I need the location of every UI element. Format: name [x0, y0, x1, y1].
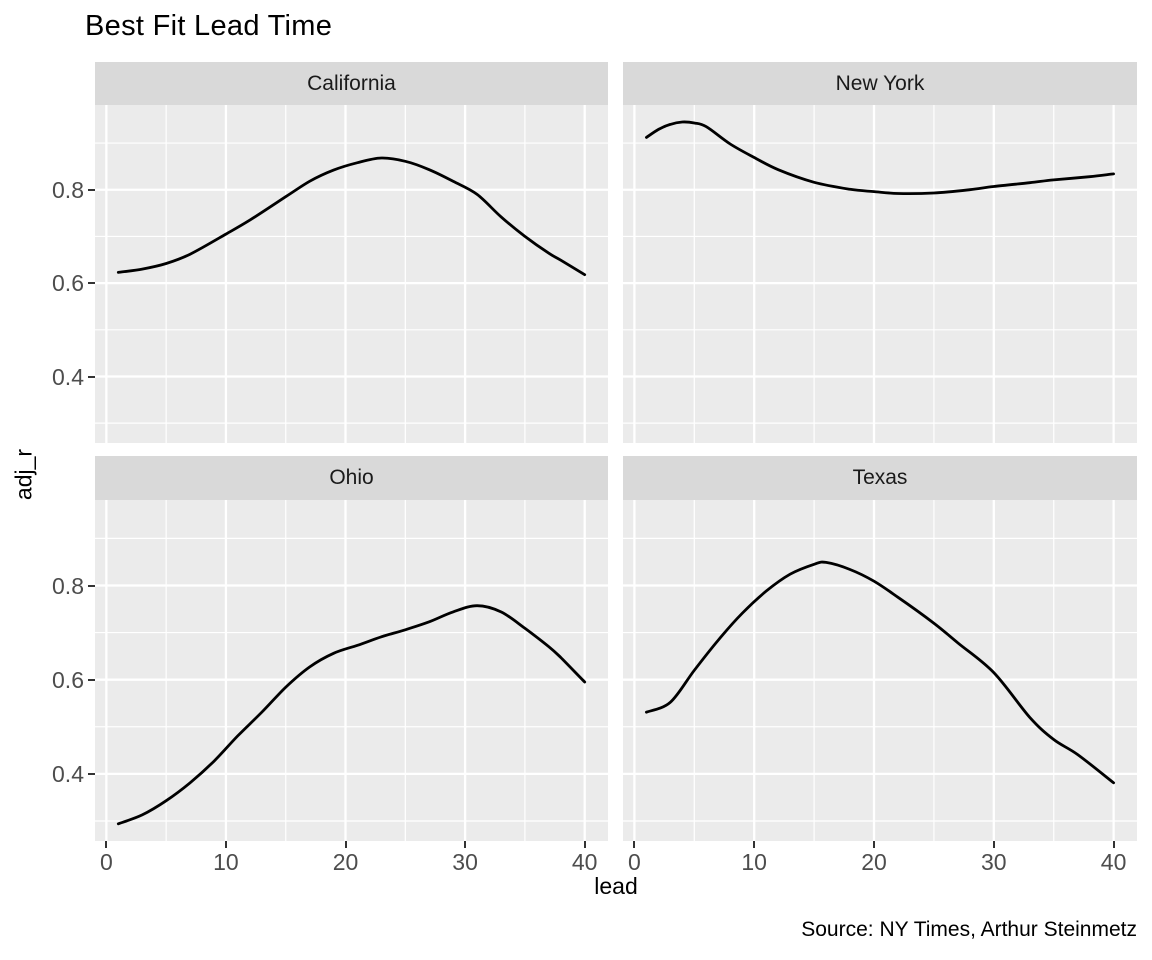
- facet-strip-ohio: Ohio: [95, 456, 608, 500]
- x-tick-label: 0: [627, 849, 641, 875]
- x-tick-label: 30: [452, 849, 478, 875]
- x-tick-mark: [224, 841, 227, 848]
- y-tick-label: 0.8: [52, 572, 84, 599]
- y-tick-mark: [88, 375, 95, 378]
- y-tick-label: 0.8: [52, 176, 84, 203]
- source-caption: Source: NY Times, Arthur Steinmetz: [801, 918, 1137, 941]
- x-tick-label: 40: [1100, 849, 1127, 875]
- y-tick-mark: [88, 584, 95, 587]
- x-tick-label: 0: [99, 849, 113, 875]
- y-tick-mark: [88, 678, 95, 681]
- chart-title: Best Fit Lead Time: [85, 10, 333, 42]
- x-tick-mark: [583, 841, 586, 848]
- x-tick-mark: [344, 841, 347, 848]
- y-axis-title: adj_r: [10, 448, 37, 501]
- y-tick-mark: [88, 282, 95, 285]
- best-fit-curve: [645, 560, 1115, 785]
- facet-strip-texas: Texas: [623, 456, 1137, 500]
- y-tick-label: 0.6: [52, 666, 84, 693]
- facet-strip-new-york: New York: [623, 62, 1137, 105]
- x-tick-mark: [633, 841, 636, 848]
- x-tick-label: 30: [981, 849, 1007, 875]
- y-tick-mark: [88, 188, 95, 191]
- x-tick-label: 20: [861, 849, 887, 875]
- best-fit-curve: [116, 604, 587, 826]
- y-tick-label: 0.6: [52, 270, 84, 297]
- facet-strip-california: California: [95, 62, 608, 105]
- x-tick-mark: [753, 841, 756, 848]
- y-tick-mark: [88, 772, 95, 775]
- x-tick-mark: [992, 841, 995, 848]
- facet-strip-label: Texas: [852, 466, 908, 489]
- facet-strip-label: New York: [835, 71, 925, 95]
- x-tick-label: 10: [213, 849, 239, 875]
- x-tick-mark: [464, 841, 467, 848]
- facet-panel-texas: [623, 500, 1137, 841]
- x-tick-label: 40: [571, 849, 598, 875]
- x-tick-mark: [1112, 841, 1115, 848]
- x-tick-label: 10: [741, 849, 767, 875]
- x-tick-mark: [105, 841, 108, 848]
- best-fit-curve: [116, 156, 587, 277]
- facet-panel-new-york: [623, 105, 1137, 443]
- facet-panel-ohio: [95, 500, 608, 841]
- best-fit-curve: [645, 120, 1115, 195]
- y-tick-label: 0.4: [52, 363, 84, 390]
- facet-strip-label: California: [307, 71, 396, 95]
- x-tick-mark: [873, 841, 875, 848]
- y-tick-label: 0.4: [52, 760, 84, 787]
- facet-panel-california: [95, 105, 608, 443]
- facet-strip-label: Ohio: [329, 466, 374, 489]
- x-axis-title: lead: [594, 873, 638, 899]
- x-tick-label: 20: [332, 849, 359, 875]
